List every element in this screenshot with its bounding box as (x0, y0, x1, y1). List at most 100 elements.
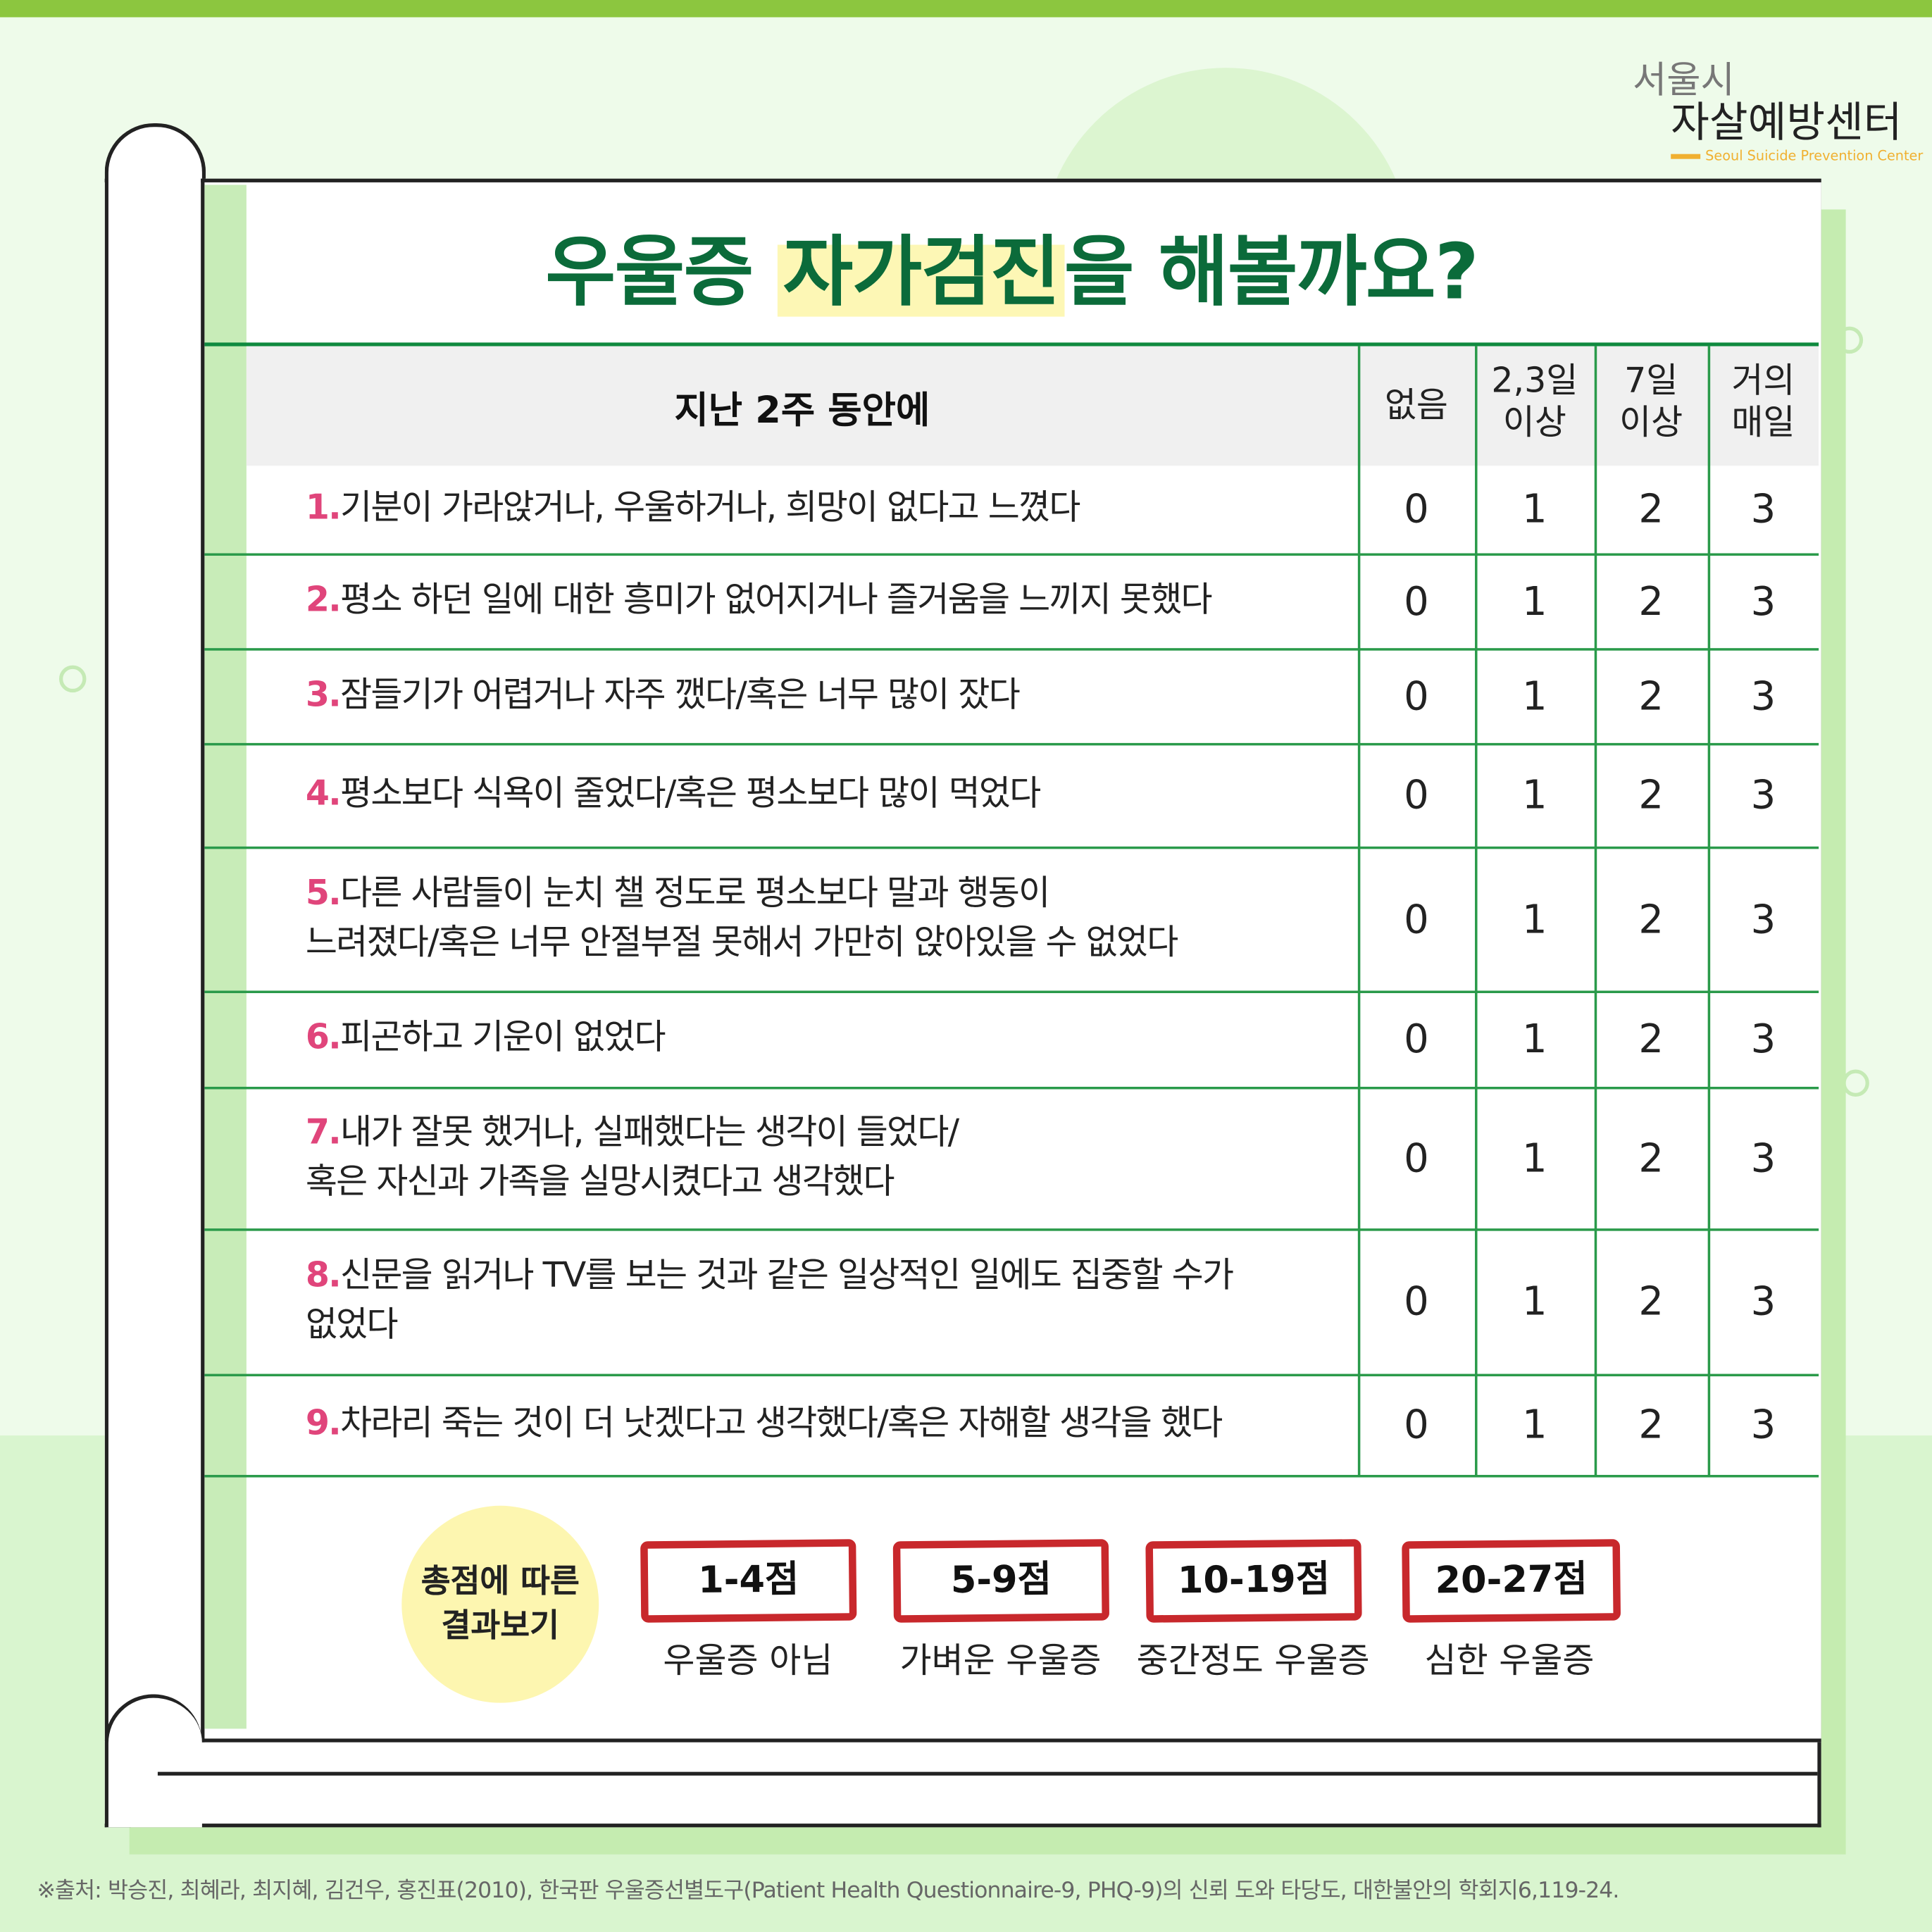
score-value: 2 (1638, 1278, 1664, 1325)
score-value: 0 (1404, 485, 1429, 532)
question-number: 7. (305, 1111, 342, 1152)
column-divider (1357, 346, 1361, 1476)
question-line1: 평소보다 식욕이 줄었다/혹은 평소보다 많이 먹었다 (340, 772, 1041, 814)
score-value: 0 (1404, 1401, 1429, 1448)
column-divider (1475, 346, 1478, 1476)
row-divider (204, 1373, 1819, 1377)
score-value: 1 (1522, 1134, 1547, 1181)
title-part2: 을 해볼까요? (1064, 226, 1479, 317)
column-divider (1594, 346, 1597, 1476)
score-value: 3 (1750, 577, 1776, 625)
score-value: 3 (1750, 1401, 1776, 1448)
question-number: 9. (305, 1402, 342, 1443)
score-value: 2 (1638, 771, 1664, 818)
score-value: 0 (1404, 672, 1429, 719)
logo-english-text: Seoul Suicide Prevention Center (1705, 147, 1924, 164)
score-value: 3 (1750, 1134, 1776, 1181)
score-value: 1 (1522, 1401, 1547, 1448)
column-header-line1: 없음 (1384, 384, 1449, 425)
score-value: 2 (1638, 1401, 1664, 1448)
result-label: 중간정도 우울증 (1136, 1640, 1370, 1681)
logo-english: Seoul Suicide Prevention Center (1671, 148, 1923, 164)
column-header: 2,3일 이상 (1475, 360, 1595, 444)
question-text: 7.내가 잘못 했거나, 실패했다는 생각이 들었다/혹은 자신과 가족을 실망… (306, 1107, 959, 1206)
score-range-box: 10-19점 (1145, 1539, 1362, 1623)
score-value: 1 (1522, 485, 1547, 532)
question-line1: 차라리 죽는 것이 더 낫겠다고 생각했다/혹은 자해할 생각을 했다 (340, 1402, 1223, 1443)
circle-line2: 결과보기 (441, 1607, 559, 1645)
question-text: 6.피곤하고 기운이 없었다 (305, 1013, 666, 1062)
question-line1: 내가 잘못 했거나, 실패했다는 생각이 들었다/ (340, 1111, 959, 1152)
title-divider (204, 342, 1819, 347)
result-label: 가벼운 우울증 (899, 1640, 1102, 1681)
score-value: 1 (1522, 577, 1547, 625)
question-number: 3. (305, 673, 342, 714)
column-header: 없음 (1358, 385, 1475, 426)
score-value: 3 (1750, 895, 1776, 942)
score-value: 2 (1638, 672, 1664, 719)
question-text: 3.잠들기가 어렵거나 자주 깼다/혹은 너무 많이 잤다 (305, 670, 1021, 719)
row-divider (204, 648, 1819, 651)
row-divider (204, 990, 1819, 994)
score-value: 0 (1404, 895, 1429, 942)
question-text: 1.기분이 가라앉거나, 우울하거나, 희망이 없다고 느꼈다 (305, 483, 1081, 532)
question-line1: 잠들기가 어렵거나 자주 깼다/혹은 너무 많이 잤다 (340, 673, 1021, 714)
header-label: 지난 2주 동안에 (674, 389, 930, 433)
score-value: 1 (1522, 672, 1547, 719)
page-title: 우울증 자가검진 을 해볼까요? (204, 209, 1819, 320)
score-value: 0 (1404, 771, 1429, 818)
question-number: 5. (305, 871, 342, 913)
question-text: 4.평소보다 식욕이 줄었다/혹은 평소보다 많이 먹었다 (306, 769, 1041, 818)
title-highlight: 자가검진 (778, 226, 1064, 317)
score-value: 3 (1750, 771, 1776, 818)
question-line1: 피곤하고 기운이 없었다 (340, 1016, 666, 1057)
row-divider (204, 553, 1819, 556)
question-line1: 평소 하던 일에 대한 흥미가 없어지거나 즐거움을 느끼지 못했다 (340, 578, 1213, 620)
score-range-box: 1-4점 (640, 1539, 857, 1623)
logo-line2: 자살예방센터 (1671, 98, 1902, 148)
score-value: 1 (1522, 895, 1547, 942)
question-number: 2. (305, 578, 342, 620)
score-value: 1 (1522, 1015, 1547, 1062)
score-value: 2 (1638, 1015, 1664, 1062)
question-text: 5.다른 사람들이 눈치 챌 정도로 평소보다 말과 행동이 느려졌다/혹은 너무… (306, 868, 1178, 966)
question-line1: 기분이 가라앉거나, 우울하거나, 희망이 없다고 느꼈다 (340, 487, 1080, 528)
scroll-roll (104, 123, 206, 1741)
row-divider (204, 846, 1819, 849)
score-value: 2 (1638, 895, 1664, 942)
result-label: 우울증 아님 (663, 1640, 833, 1681)
question-number: 6. (305, 1016, 342, 1057)
column-header-line1: 7일 (1624, 359, 1678, 401)
question-number: 1. (305, 487, 342, 528)
question-line1: 신문을 읽거나 TV를 보는 것과 같은 일상적인 일에도 집중할 수가 (340, 1254, 1234, 1295)
score-range-box: 20-27점 (1402, 1539, 1621, 1623)
row-divider (204, 1475, 1819, 1478)
score-value: 0 (1404, 577, 1429, 625)
score-value: 0 (1404, 1134, 1429, 1181)
question-line1: 다른 사람들이 눈치 챌 정도로 평소보다 말과 행동이 (340, 871, 1050, 913)
logo-line1: 서울시 (1632, 58, 1735, 103)
column-header-line2: 매일 (1731, 401, 1795, 443)
score-value: 3 (1750, 1015, 1776, 1062)
result-label: 심한 우울증 (1424, 1640, 1595, 1681)
question-text: 9.차라리 죽는 것이 더 낫겠다고 생각했다/혹은 자해할 생각을 했다 (305, 1399, 1223, 1448)
score-range-box: 5-9점 (892, 1539, 1110, 1623)
score-value: 2 (1638, 1134, 1664, 1181)
score-value: 3 (1750, 485, 1776, 532)
score-value: 3 (1750, 672, 1776, 719)
score-value: 0 (1404, 1015, 1429, 1062)
row-divider (204, 1086, 1819, 1090)
source-footnote: ※출처: 박승진, 최혜라, 최지혜, 김건우, 홍진표(2010), 한국판 … (37, 1878, 1619, 1904)
score-value: 1 (1522, 1278, 1547, 1325)
question-line2: 혹은 자신과 가족을 실망시켰다고 생각했다 (305, 1160, 895, 1201)
column-header: 7일 이상 (1595, 360, 1708, 444)
score-value: 1 (1522, 771, 1547, 818)
question-number: 8. (305, 1254, 342, 1295)
circle-line1: 총점에 따른 (420, 1563, 580, 1601)
question-line2: 없었다 (305, 1303, 399, 1345)
title-part1: 우울증 (545, 226, 778, 317)
score-value: 2 (1638, 485, 1664, 532)
row-divider (204, 742, 1819, 746)
top-bar (0, 0, 1932, 18)
